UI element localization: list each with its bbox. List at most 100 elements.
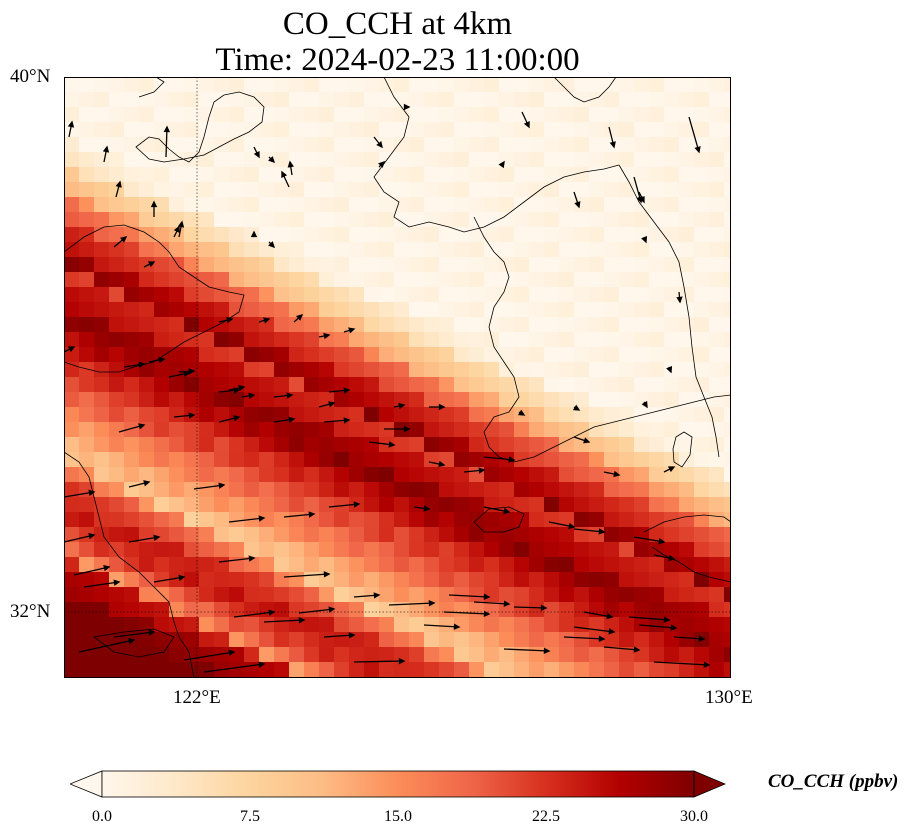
field-cell: [229, 497, 245, 513]
field-cell: [214, 587, 230, 603]
field-cell: [529, 347, 545, 363]
field-cell: [559, 152, 575, 168]
field-cell: [439, 392, 455, 408]
wind-arrow: [143, 261, 156, 268]
field-cell: [364, 647, 380, 663]
wind-arrow: [268, 156, 276, 164]
field-cell: [109, 257, 125, 273]
field-cell: [274, 107, 290, 123]
field-cell: [439, 77, 455, 93]
field-cell: [169, 602, 185, 618]
field-cell: [154, 182, 170, 198]
field-cell: [424, 317, 440, 333]
field-cell: [709, 152, 725, 168]
field-cell: [124, 452, 140, 468]
field-cell: [484, 632, 500, 648]
field-cell: [424, 287, 440, 303]
field-cell: [199, 212, 215, 228]
field-cell: [679, 512, 695, 528]
field-cell: [409, 482, 425, 498]
field-cell: [64, 407, 80, 423]
field-cell: [724, 377, 731, 393]
wind-arrow: [102, 145, 110, 163]
field-cell: [649, 197, 665, 213]
field-cell: [184, 242, 200, 258]
field-cell: [79, 287, 95, 303]
field-cell: [214, 362, 230, 378]
field-cell: [589, 497, 605, 513]
field-cell: [634, 167, 650, 183]
field-cell: [604, 122, 620, 138]
field-cell: [214, 377, 230, 393]
field-cell: [334, 347, 350, 363]
field-cell: [394, 617, 410, 633]
field-cell: [244, 77, 260, 93]
field-cell: [94, 182, 110, 198]
field-cell: [319, 167, 335, 183]
field-cell: [514, 302, 530, 318]
field-cell: [394, 77, 410, 93]
field-cell: [694, 557, 710, 573]
field-cell: [319, 212, 335, 228]
field-cell: [724, 572, 731, 588]
wind-arrow: [128, 480, 151, 488]
field-cell: [574, 407, 590, 423]
field-cell: [514, 242, 530, 258]
field-cell: [424, 422, 440, 438]
field-cell: [139, 392, 155, 408]
field-cell: [574, 317, 590, 333]
field-cell: [664, 287, 680, 303]
field-cell: [484, 197, 500, 213]
field-cell: [724, 602, 731, 618]
field-cell: [154, 557, 170, 573]
field-cell: [724, 527, 731, 543]
field-cell: [589, 467, 605, 483]
wind-vectors: [64, 103, 711, 673]
field-cell: [289, 212, 305, 228]
field-cell: [454, 302, 470, 318]
field-cell: [589, 152, 605, 168]
field-cell: [634, 527, 650, 543]
field-cell: [634, 227, 650, 243]
field-cell: [109, 152, 125, 168]
field-cell: [244, 647, 260, 663]
field-cell: [694, 437, 710, 453]
field-cell: [484, 212, 500, 228]
wind-arrow: [517, 409, 526, 416]
field-cell: [604, 317, 620, 333]
wind-arrow: [638, 624, 678, 631]
field-cell: [649, 137, 665, 153]
field-cell: [409, 407, 425, 423]
field-cell: [424, 587, 440, 603]
field-cell: [454, 197, 470, 213]
field-cell: [184, 542, 200, 558]
field-cell: [94, 197, 110, 213]
field-cell: [304, 107, 320, 123]
field-cell: [439, 242, 455, 258]
wind-arrow: [263, 617, 306, 624]
field-cell: [319, 497, 335, 513]
field-cell: [544, 317, 560, 333]
field-cell: [64, 647, 80, 663]
field-cell: [199, 257, 215, 273]
field-cell: [664, 347, 680, 363]
field-cell: [394, 407, 410, 423]
wind-arrow: [498, 160, 505, 169]
field-cell: [124, 587, 140, 603]
field-cell: [709, 227, 725, 243]
field-cell: [529, 212, 545, 228]
field-cell: [619, 437, 635, 453]
field-cell: [169, 107, 185, 123]
field-cell: [394, 647, 410, 663]
field-cell: [349, 242, 365, 258]
field-cell: [199, 317, 215, 333]
field-cell: [559, 557, 575, 573]
field-cell: [619, 287, 635, 303]
field-cell: [169, 422, 185, 438]
field-cell: [604, 452, 620, 468]
field-cell: [604, 242, 620, 258]
field-cell: [484, 617, 500, 633]
field-cell: [139, 362, 155, 378]
field-cell: [229, 632, 245, 648]
field-cell: [184, 617, 200, 633]
